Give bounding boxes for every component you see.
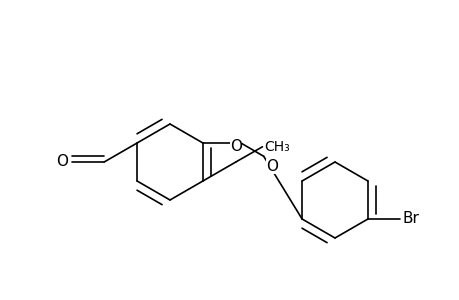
Text: CH₃: CH₃ <box>264 140 290 154</box>
Text: O: O <box>56 154 68 169</box>
Text: Br: Br <box>401 212 418 226</box>
Text: O: O <box>230 139 241 154</box>
Text: O: O <box>265 159 277 174</box>
